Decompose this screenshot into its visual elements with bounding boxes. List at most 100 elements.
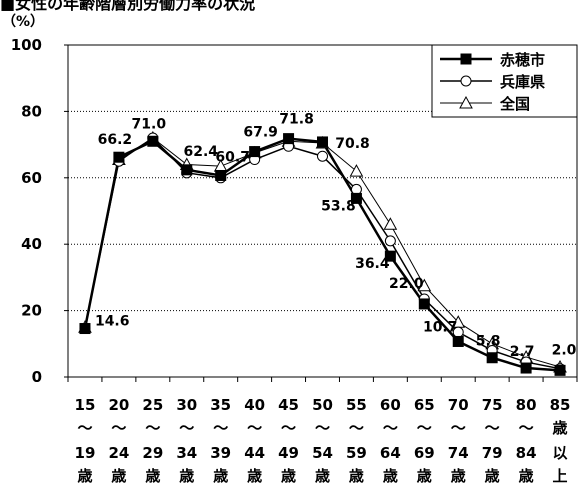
x-tick-label: ～ [111, 419, 126, 437]
marker-0 [486, 352, 498, 364]
x-tick-label: 69 [414, 444, 435, 462]
x-tick-label: 59 [346, 444, 367, 462]
x-tick-label: 34 [176, 444, 197, 462]
data-label: 2.0 [552, 342, 577, 358]
x-tick-label: ～ [213, 419, 228, 437]
x-tick-label: 歳 [247, 467, 262, 485]
x-tick-label: ～ [383, 419, 398, 437]
marker-0 [215, 169, 227, 181]
marker-2 [349, 164, 364, 177]
x-tick-label: 80 [516, 396, 537, 414]
x-tick-label: ～ [315, 419, 330, 437]
x-tick-label: ～ [145, 419, 160, 437]
legend-label: 全国 [499, 95, 530, 113]
x-tick-label: 25 [142, 396, 163, 414]
x-tick-label: 39 [210, 444, 231, 462]
y-tick-label: 100 [11, 36, 42, 54]
x-tick-label: 上 [553, 467, 568, 485]
x-tick-label: 50 [312, 396, 333, 414]
data-label: 14.6 [95, 314, 130, 330]
y-tick-label: 80 [21, 102, 42, 120]
marker-0 [350, 192, 362, 204]
x-tick-label: 歳 [213, 467, 228, 485]
data-label: 10.7 [423, 319, 458, 335]
legend-marker [460, 75, 472, 87]
data-label: 53.8 [321, 198, 356, 214]
marker-0 [249, 146, 261, 158]
y-tick-label: 20 [21, 302, 42, 320]
x-tick-label: 以 [553, 444, 568, 462]
marker-2 [383, 217, 398, 230]
marker-0 [520, 362, 532, 374]
data-label: 22.0 [389, 276, 424, 292]
x-tick-label: 15 [75, 396, 96, 414]
x-tick-label: 35 [210, 396, 231, 414]
x-tick-label: 75 [482, 396, 503, 414]
legend-marker [460, 53, 472, 65]
x-tick-label: 19 [75, 444, 96, 462]
x-tick-label: 歳 [451, 467, 466, 485]
chart-title-row: ■女性の年齢階層別労働力率の状況 [0, 0, 256, 13]
x-tick-label: ～ [349, 419, 364, 437]
data-label: 71.8 [279, 112, 314, 128]
x-tick-label: 歳 [315, 467, 330, 485]
x-tick-label: 84 [516, 444, 537, 462]
x-tick-label: 60 [380, 396, 401, 414]
x-tick-label: 49 [278, 444, 299, 462]
x-tick-label: 40 [244, 396, 265, 414]
x-tick-label: 30 [176, 396, 197, 414]
x-tick-label: 29 [142, 444, 163, 462]
x-tick-label: 歳 [553, 419, 568, 437]
x-tick-label: 24 [108, 444, 129, 462]
data-label: 2.7 [510, 344, 535, 360]
x-tick-label: ～ [179, 419, 194, 437]
x-tick-label: 歳 [485, 467, 500, 485]
marker-1 [317, 150, 328, 162]
x-tick-label: 74 [448, 444, 469, 462]
x-tick-label: 55 [346, 396, 367, 414]
x-tick-label: 45 [278, 396, 299, 414]
data-label: 60.7 [215, 149, 250, 165]
x-tick-label: ～ [281, 419, 296, 437]
data-label: 67.9 [243, 125, 278, 141]
x-tick-label: ～ [77, 419, 92, 437]
marker-0 [317, 136, 328, 148]
marker-0 [181, 164, 193, 176]
data-label: 36.4 [355, 256, 390, 272]
x-tick-label: ～ [247, 419, 262, 437]
y-axis-unit: （%） [2, 14, 45, 30]
data-label: 5.8 [476, 334, 501, 350]
marker-0 [79, 323, 91, 335]
x-tick-label: 54 [312, 444, 333, 462]
x-tick-label: 79 [482, 444, 503, 462]
x-tick-label: 歳 [349, 467, 364, 485]
x-tick-label: ～ [519, 419, 534, 437]
marker-1 [384, 235, 396, 247]
x-tick-label: ～ [417, 419, 432, 437]
x-tick-label: 歳 [383, 467, 398, 485]
marker-0 [452, 335, 464, 347]
x-tick-label: 歳 [281, 467, 296, 485]
x-tick-label: 65 [414, 396, 435, 414]
x-tick-label: 20 [108, 396, 129, 414]
y-tick-label: 40 [21, 235, 42, 253]
x-tick-label: 44 [244, 444, 265, 462]
legend-marker [459, 95, 473, 109]
marker-0 [418, 298, 430, 310]
data-label: 70.8 [335, 136, 370, 152]
data-label: 66.2 [98, 132, 133, 148]
x-tick-label: ～ [485, 419, 500, 437]
marker-0 [147, 135, 159, 147]
chart-title: ■女性の年齢階層別労働力率の状況 [0, 0, 256, 13]
x-tick-label: 歳 [145, 467, 160, 485]
legend-label: 兵庫県 [500, 73, 545, 91]
legend-label: 赤穂市 [500, 51, 545, 69]
marker-0 [113, 151, 125, 163]
x-tick-label: 70 [448, 396, 469, 414]
x-tick-label: 歳 [519, 467, 534, 485]
x-tick-label: 歳 [417, 467, 432, 485]
y-tick-label: 0 [32, 368, 42, 386]
marker-0 [283, 133, 295, 145]
x-tick-label: 歳 [111, 467, 126, 485]
